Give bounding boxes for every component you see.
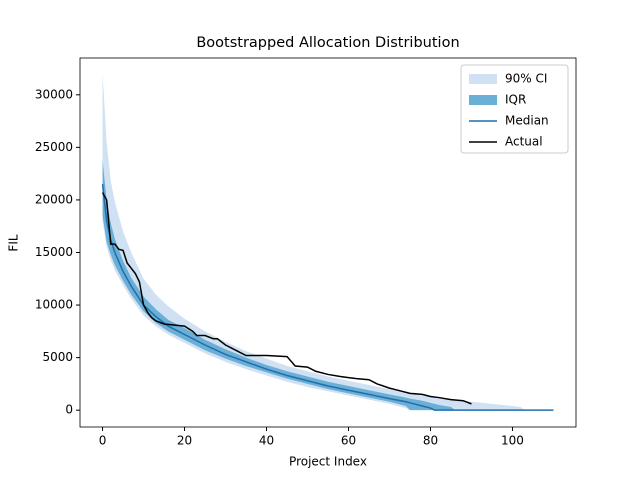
x-tick-label: 20 (177, 434, 192, 448)
y-axis-label: FIL (7, 234, 21, 251)
y-tick-label: 5000 (42, 350, 73, 364)
line (101, 192, 472, 405)
x-tick-label: 80 (423, 434, 438, 448)
legend-swatch (469, 95, 497, 105)
axes-frame (79, 57, 577, 428)
y-tick-label: 10000 (35, 298, 73, 312)
legend-label: IQR (505, 93, 526, 107)
legend-label: Actual (505, 135, 543, 149)
y-tick-label: 30000 (35, 87, 73, 101)
legend-label: 90% CI (505, 72, 547, 86)
legend-box (460, 64, 569, 154)
plot-area (101, 73, 554, 411)
x-axis-label: Project Index (289, 455, 367, 469)
y-tick-label: 25000 (35, 140, 73, 154)
y-tick-label: 15000 (35, 245, 73, 259)
x-tick-label: 100 (501, 434, 524, 448)
legend: 90% CI IQR Median Actual (460, 64, 569, 154)
legend-swatch (469, 74, 497, 84)
y-tick-label: 0 (65, 403, 73, 417)
x-tick-label: 60 (341, 434, 356, 448)
band (102, 159, 554, 411)
x-tick-label: 0 (99, 434, 107, 448)
x-tick-label: 40 (259, 434, 274, 448)
line (101, 184, 554, 411)
chart-title: Bootstrapped Allocation Distribution (196, 35, 459, 51)
y-tick-label: 20000 (35, 192, 73, 206)
legend-label: Median (505, 114, 549, 128)
